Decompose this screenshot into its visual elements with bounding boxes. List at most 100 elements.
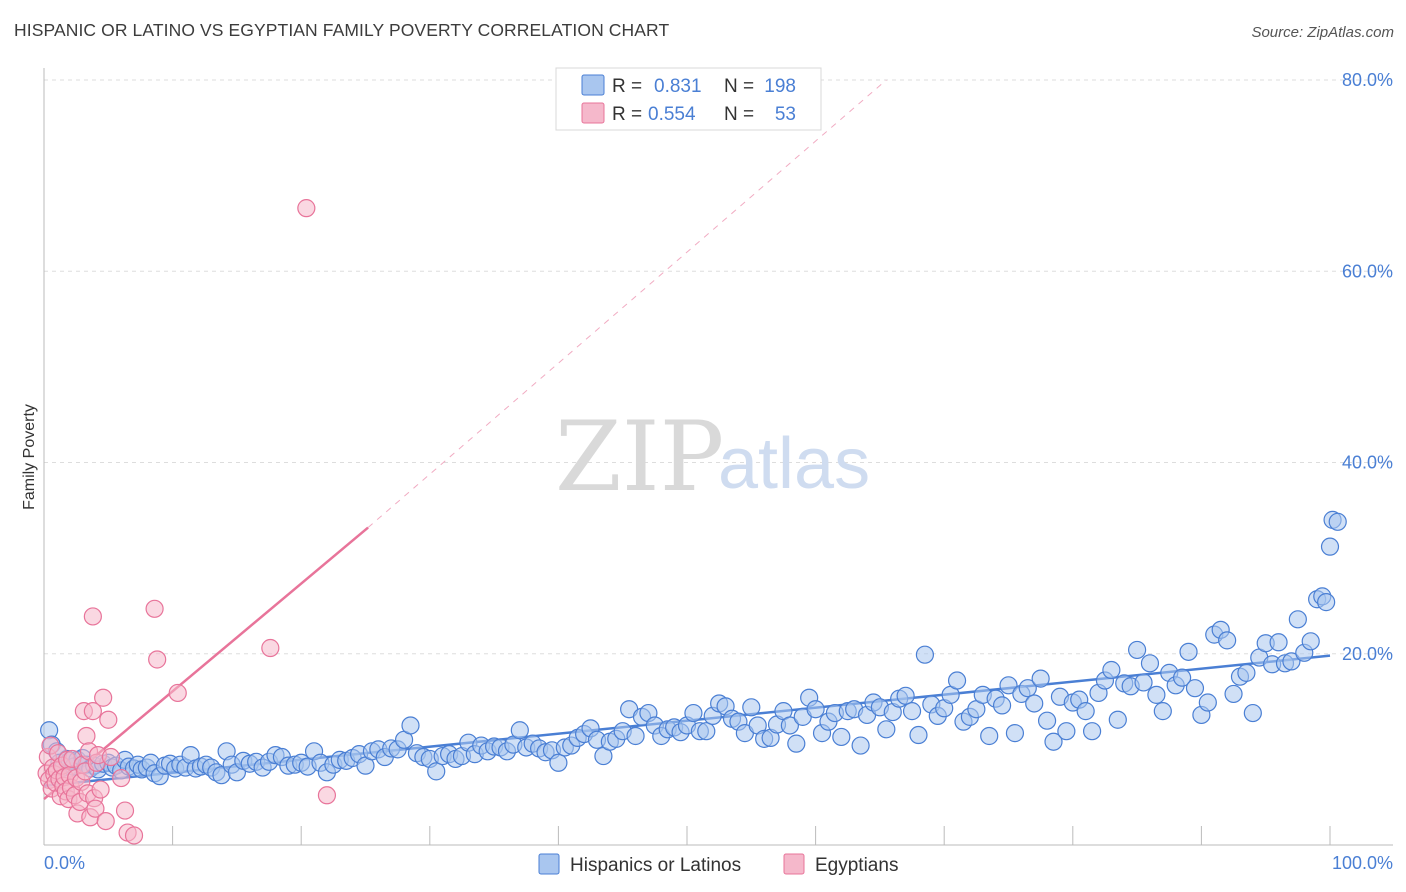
y-tick-label-0: 20.0% (1342, 644, 1393, 664)
hispanic-point-129 (787, 734, 806, 753)
hispanic-point-191 (1185, 679, 1205, 698)
hispanic-point-184 (1140, 654, 1160, 673)
points-layer (37, 199, 1347, 845)
source-label: Source: ZipAtlas.com (1251, 24, 1394, 41)
legend-n-label-2: N = (724, 104, 754, 125)
hispanic-point-185 (1147, 685, 1166, 704)
hispanic-point-163 (1005, 724, 1025, 743)
hispanic-point-159 (980, 726, 999, 746)
hispanic-point-196 (1218, 631, 1237, 650)
hispanic-point-169 (1044, 732, 1063, 751)
egyptian-point-50 (83, 607, 102, 626)
series-legend-swatch-hispanic (538, 853, 560, 875)
egyptian-point-46 (124, 826, 144, 845)
hispanic-point-171 (1057, 722, 1076, 741)
hispanic-point-104 (626, 726, 645, 746)
hispanic-point-122 (742, 698, 761, 717)
legend-n-label-1: N = (724, 76, 754, 97)
hispanic-point-212 (1317, 593, 1336, 612)
hispanic-point-92 (549, 753, 568, 772)
grid-layer (44, 79, 1393, 655)
watermark: ZIP atlas (555, 401, 870, 513)
y-tick-label-1: 40.0% (1342, 453, 1393, 473)
egyptian-point-43 (112, 768, 131, 788)
legend-swatch-pink (581, 102, 605, 124)
hispanic-point-115 (697, 722, 716, 741)
hispanic-point-161 (992, 696, 1012, 715)
egyptian-point-51 (261, 638, 280, 658)
axes-layer (43, 68, 1393, 846)
hispanic-point-200 (1243, 703, 1262, 723)
hispanic-point-113 (684, 703, 703, 723)
x-tick-labels: 0.0% 100.0% (44, 853, 1393, 873)
y-tick-labels: 20.0% 40.0% 60.0% 80.0% (1342, 70, 1393, 664)
hispanic-point-206 (1282, 652, 1301, 671)
hispanic-point-204 (1269, 633, 1288, 652)
hispanic-point-183 (1134, 673, 1153, 692)
y-axis-label: Family Poverty (21, 404, 38, 510)
hispanic-point-128 (780, 716, 799, 735)
chart-title: HISPANIC OR LATINO VS EGYPTIAN FAMILY PO… (14, 20, 670, 40)
hispanic-point-190 (1179, 642, 1198, 661)
egyptian-point-42 (101, 747, 120, 767)
legend-r-value-1: 0.831 (654, 76, 702, 97)
series-legend-label-egyptian: Egyptians (815, 855, 898, 876)
watermark-atlas: atlas (718, 424, 870, 504)
hispanic-point-189 (1173, 668, 1192, 687)
hispanic-point-162 (999, 676, 1018, 695)
watermark-zip: ZIP (555, 401, 724, 513)
hispanic-point-182 (1127, 640, 1147, 660)
egyptian-point-35 (86, 799, 105, 818)
legend-n-value-1: 198 (764, 76, 796, 97)
hispanic-point-136 (832, 727, 851, 747)
egyptian-point-39 (94, 688, 113, 707)
hispanic-point-139 (851, 736, 870, 755)
hispanic-point-86 (510, 721, 529, 740)
hispanic-point-148 (909, 725, 928, 745)
egyptian-point-53 (317, 786, 337, 805)
hispanic-point-149 (915, 645, 935, 664)
hispanic-point-143 (877, 720, 896, 739)
series-legend-swatch-egyptian (783, 853, 805, 875)
hispanic-point-199 (1237, 663, 1256, 682)
hispanic-point-179 (1108, 710, 1127, 729)
hispanic-point-213 (1320, 537, 1340, 556)
hispanic-point-209 (1301, 632, 1320, 651)
correlation-legend: R = 0.831 N = 198 R = 0.554 N = 53 (555, 67, 822, 131)
hispanic-point-132 (806, 700, 825, 719)
y-tick-label-2: 60.0% (1342, 261, 1393, 281)
legend-n-value-2: 53 (775, 104, 796, 125)
hispanic-point-154 (947, 671, 967, 690)
x-tick-label-max: 100.0% (1332, 853, 1393, 873)
egyptian-point-52 (297, 199, 316, 218)
legend-r-value-2: 0.554 (648, 104, 696, 125)
egyptian-point-33 (83, 702, 102, 721)
egyptian-point-48 (148, 650, 167, 669)
hispanic-point-178 (1102, 660, 1121, 680)
egyptian-point-38 (91, 780, 110, 799)
hispanic-point-166 (1025, 694, 1044, 713)
series-legend-label-hispanic: Hispanics or Latinos (570, 855, 741, 876)
series-legend: Hispanics or Latinos Egyptians (538, 853, 898, 876)
legend-swatch-blue (581, 74, 605, 96)
hispanic-point-207 (1288, 610, 1307, 629)
hispanic-point-73 (427, 762, 446, 781)
hispanic-point-175 (1082, 722, 1102, 741)
hispanic-point-69 (401, 716, 420, 735)
y-tick-label-3: 80.0% (1342, 70, 1393, 90)
hispanic-point-186 (1153, 702, 1172, 721)
x-tick-label-min: 0.0% (44, 853, 85, 873)
hispanic-point-197 (1224, 684, 1243, 704)
legend-r-label-1: R = (612, 76, 642, 97)
hispanic-point-215 (1328, 512, 1347, 531)
egyptian-point-49 (168, 683, 187, 703)
hispanic-point-167 (1031, 669, 1050, 688)
hispanic-point-147 (902, 702, 922, 721)
legend-r-label-2: R = (612, 104, 642, 125)
egyptian-point-40 (96, 811, 115, 831)
hispanic-point-146 (896, 686, 915, 705)
egyptian-point-47 (145, 599, 164, 618)
hispanic-point-174 (1076, 702, 1095, 721)
hispanic-point-168 (1037, 711, 1057, 730)
egyptian-point-41 (99, 710, 118, 729)
